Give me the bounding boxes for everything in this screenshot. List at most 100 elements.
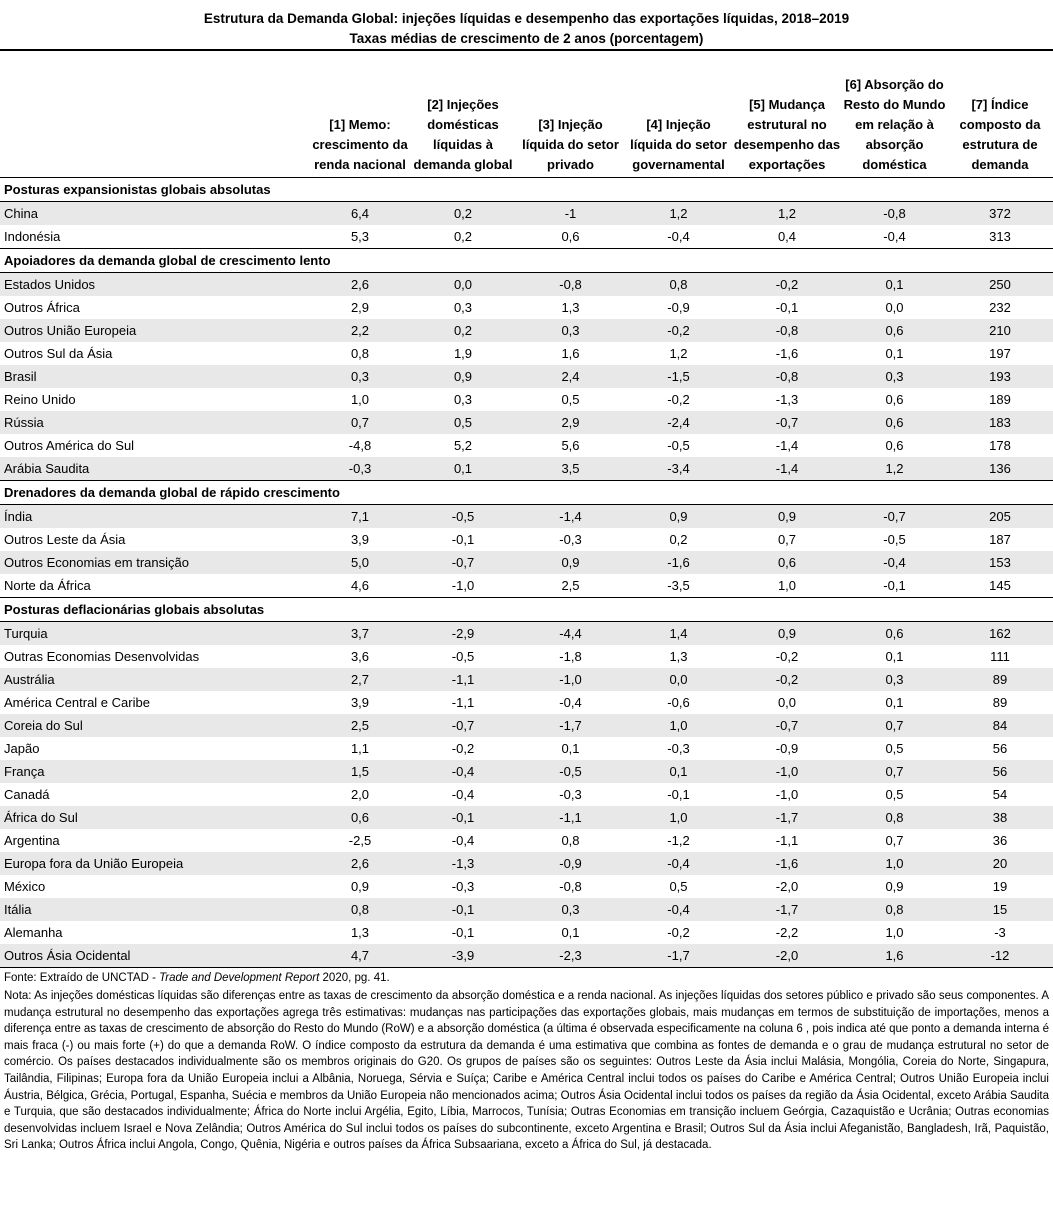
country-cell: Europa fora da União Europeia xyxy=(0,852,310,875)
table-row: Outros Leste da Ásia 3,9 -0,1 -0,3 0,2 0,7 -0,… xyxy=(0,528,1053,551)
country-cell: África do Sul xyxy=(0,806,310,829)
value-cell-col-1: 3,6 xyxy=(350,649,370,664)
value-cell-col-4: 1,0 xyxy=(625,806,732,829)
country-cell: China xyxy=(0,201,310,225)
value-cell-col-3: -1,4 xyxy=(516,504,625,528)
value-cell-col-7: 313 xyxy=(989,229,1011,244)
value-cell-col-5: -1,1 xyxy=(775,833,799,848)
value-cell-col-7: 145 xyxy=(989,578,1011,593)
table-row: Indonésia 5,3 0,2 0,6 -0,4 0,4 -0,4 313 xyxy=(0,225,1053,249)
country-cell: Outros África xyxy=(4,300,80,315)
value-cell-col-3: 1,6 xyxy=(561,346,580,361)
value-cell-col-7: 38 xyxy=(947,806,1053,829)
country-cell: Outras Economias Desenvolvidas xyxy=(4,649,200,664)
value-cell-col-5: -2,0 xyxy=(732,944,842,968)
value-cell-col-4: -0,2 xyxy=(667,392,690,407)
value-cell-col-2: -0,1 xyxy=(451,532,475,547)
table-row: Norte da África 4,6 -1,0 2,5 -3,5 1,0 -0,1 145 xyxy=(0,574,1053,598)
value-cell-col-6: -0,1 xyxy=(883,578,906,593)
value-cell-col-3: -0,8 xyxy=(559,879,582,894)
value-cell-col-7: 36 xyxy=(992,833,1008,848)
table-row: Outros Ásia Ocidental 4,7 -3,9 -2,3 -1,7 -2,0… xyxy=(0,944,1053,968)
value-cell-col-2: 0,5 xyxy=(410,411,516,434)
value-cell-col-7: 19 xyxy=(992,879,1008,894)
value-cell-col-7: -12 xyxy=(947,944,1053,968)
value-cell-col-6: 0,6 xyxy=(842,411,947,434)
demand-structure-table: [1] Memo: crescimento da renda nacional … xyxy=(0,49,1053,968)
value-cell-col-1: 2,6 xyxy=(310,272,410,296)
value-cell-col-7: 187 xyxy=(989,532,1011,547)
value-cell-col-1: 1,1 xyxy=(350,741,370,756)
value-cell-col-7: 183 xyxy=(947,411,1053,434)
header-col-3: [3] Injeção líquida do setor privado xyxy=(516,49,625,178)
value-cell-col-1: 3,7 xyxy=(310,621,410,645)
value-cell-col-4: 0,9 xyxy=(625,504,732,528)
value-cell-col-2: 0,1 xyxy=(410,457,516,481)
value-cell-col-5: -0,2 xyxy=(732,272,842,296)
value-cell-col-7: 56 xyxy=(947,760,1053,783)
country-cell: Arábia Saudita xyxy=(0,457,310,481)
value-cell-col-3: 0,3 xyxy=(516,319,625,342)
country-cell: Argentina xyxy=(4,833,60,848)
value-cell-col-5: -1,6 xyxy=(732,852,842,875)
value-cell-col-1: 6,4 xyxy=(310,201,410,225)
value-cell-col-4: -0,4 xyxy=(625,852,732,875)
value-cell-col-2: -0,1 xyxy=(451,925,475,940)
country-cell: Turquia xyxy=(0,621,310,645)
header-col-7: [7] Índice composto da estrutura de dema… xyxy=(947,49,1053,178)
value-cell-col-3: 1,3 xyxy=(561,300,580,315)
group-name: Apoiadores da demanda global de crescime… xyxy=(0,248,1053,273)
header-country xyxy=(0,49,310,178)
country-cell: Brasil xyxy=(0,365,310,388)
table-row: Outras Economias Desenvolvidas 3,6 -0,5 -1,… xyxy=(0,645,1053,668)
value-cell-col-7: 20 xyxy=(947,852,1053,875)
value-cell-col-3: -0,4 xyxy=(559,695,582,710)
header-col-5: [5] Mudança estrutural no desempenho das… xyxy=(732,49,842,178)
value-cell-col-1: 1,5 xyxy=(310,760,410,783)
source-line: Fonte: Extraído de UNCTAD - Trade and De… xyxy=(0,968,1053,986)
value-cell-col-6: 1,2 xyxy=(842,457,947,481)
value-cell-col-6: 0,1 xyxy=(885,695,904,710)
title-line-1: Estrutura da Demanda Global: injeções lí… xyxy=(203,11,850,26)
value-cell-col-1: 1,3 xyxy=(350,925,370,940)
value-cell-col-4: -0,4 xyxy=(625,898,732,921)
table-row: Rússia 0,7 0,5 2,9 -2,4 -0,7 0,6 183 xyxy=(0,411,1053,434)
value-cell-col-6: -0,4 xyxy=(883,229,906,244)
value-cell-col-6: 0,8 xyxy=(842,898,947,921)
value-cell-col-3: -1,7 xyxy=(516,714,625,737)
value-cell-col-4: 0,8 xyxy=(625,272,732,296)
value-cell-col-5: -1,4 xyxy=(732,457,842,481)
value-cell-col-7: 84 xyxy=(947,714,1053,737)
value-cell-col-4: -1,7 xyxy=(625,944,732,968)
value-cell-col-2: -0,3 xyxy=(451,879,475,894)
value-cell-col-4: 1,2 xyxy=(625,201,732,225)
country-cell: Coreia do Sul xyxy=(0,714,310,737)
table-row: Estados Unidos 2,6 0,0 -0,8 0,8 -0,2 0,1 250 xyxy=(0,272,1053,296)
value-cell-col-1: 7,1 xyxy=(310,504,410,528)
value-cell-col-5: 0,6 xyxy=(732,551,842,574)
source-title: Trade and Development Report xyxy=(159,972,320,984)
value-cell-col-2: -0,1 xyxy=(410,806,516,829)
value-cell-col-7: 162 xyxy=(947,621,1053,645)
header-col-4: [4] Injeção líquida do setor governament… xyxy=(625,49,732,178)
value-cell-col-4: 1,0 xyxy=(625,714,732,737)
value-cell-col-1: 0,8 xyxy=(350,346,370,361)
value-cell-col-5: -0,7 xyxy=(732,411,842,434)
table-row: Outros América do Sul -4,8 5,2 5,6 -0,5 -1,4 0… xyxy=(0,434,1053,457)
value-cell-col-5: 1,0 xyxy=(777,578,797,593)
country-cell: Estados Unidos xyxy=(0,272,310,296)
value-cell-col-2: -0,7 xyxy=(410,551,516,574)
value-cell-col-6: 1,6 xyxy=(842,944,947,968)
value-cell-col-1: -2,5 xyxy=(348,833,372,848)
header-col-2: [2] Injeções domésticas líquidas à deman… xyxy=(410,49,516,178)
table-row: Argentina -2,5 -0,4 0,8 -1,2 -1,1 0,7 36 xyxy=(0,829,1053,852)
value-cell-col-5: -2,0 xyxy=(775,879,799,894)
table-row: Brasil 0,3 0,9 2,4 -1,5 -0,8 0,3 193 xyxy=(0,365,1053,388)
value-cell-col-1: 3,9 xyxy=(350,695,370,710)
value-cell-col-2: -0,5 xyxy=(410,504,516,528)
country-cell: Outros Ásia Ocidental xyxy=(0,944,310,968)
value-cell-col-7: 189 xyxy=(989,392,1011,407)
country-cell: Austrália xyxy=(0,668,310,691)
value-cell-col-7: 111 xyxy=(990,649,1010,664)
